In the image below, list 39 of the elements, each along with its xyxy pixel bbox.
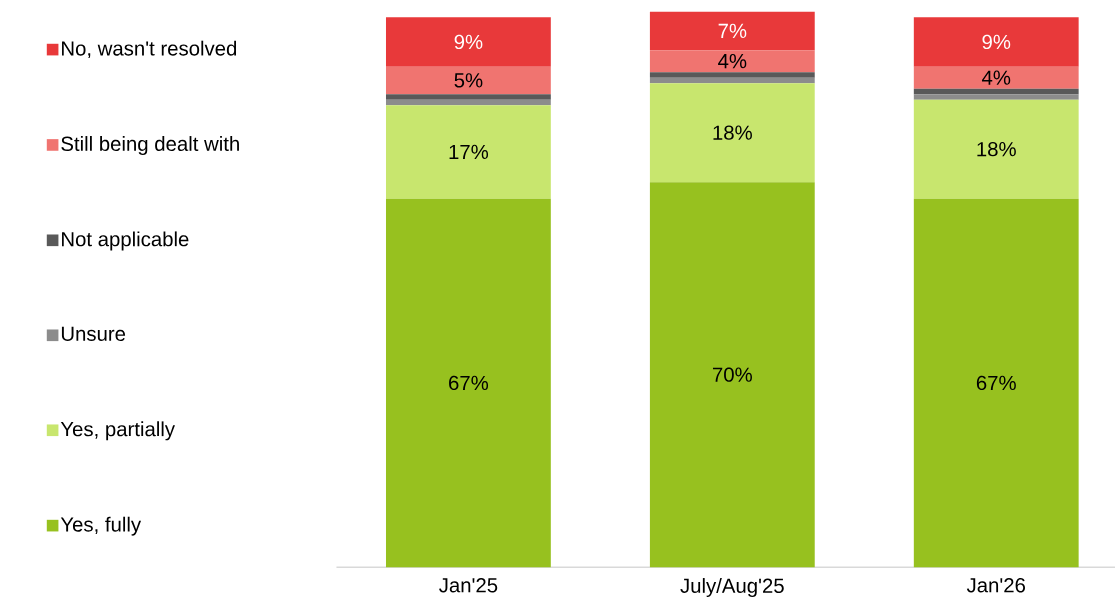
data-label: 67% — [976, 375, 1016, 391]
data-label: 4% — [982, 70, 1011, 85]
bar — [913, 94, 1079, 100]
data-label: 7% — [718, 23, 747, 39]
bar — [649, 50, 815, 73]
data-label: 67% — [449, 375, 489, 391]
bar — [913, 198, 1079, 568]
bar — [385, 94, 551, 100]
x-tick-label: Jan'25 — [439, 578, 498, 593]
bar — [385, 17, 551, 67]
data-label: 5% — [454, 73, 483, 88]
data-label: 18% — [713, 125, 752, 140]
x-tick-label: July/Aug'25 — [680, 578, 784, 598]
data-label: 4% — [718, 54, 747, 69]
data-label: 18% — [977, 142, 1016, 157]
bar — [913, 99, 1079, 199]
legend-label: Not applicable — [62, 231, 189, 251]
data-label: 17% — [449, 144, 489, 160]
x-tick-label: Jan'26 — [966, 578, 1026, 593]
bar — [649, 72, 815, 78]
legend-label: Yes, fully — [60, 516, 142, 536]
bar — [649, 77, 815, 84]
legend-label: Still being dealt with — [61, 136, 239, 156]
data-label: 9% — [454, 34, 483, 50]
bar — [385, 66, 551, 95]
bar — [385, 99, 551, 106]
bar — [913, 66, 1079, 89]
bar — [649, 83, 815, 183]
bar — [385, 105, 551, 199]
data-label: 9% — [982, 34, 1011, 50]
bar — [649, 11, 815, 51]
legend-label: Unsure — [61, 326, 126, 342]
legend-label: Yes, partially — [60, 421, 175, 441]
legend-label: No, wasn't resolved — [62, 40, 237, 59]
data-label: 70% — [712, 367, 752, 382]
bar — [913, 17, 1079, 67]
bar — [913, 88, 1079, 95]
bar — [649, 182, 815, 568]
bar — [385, 198, 551, 568]
